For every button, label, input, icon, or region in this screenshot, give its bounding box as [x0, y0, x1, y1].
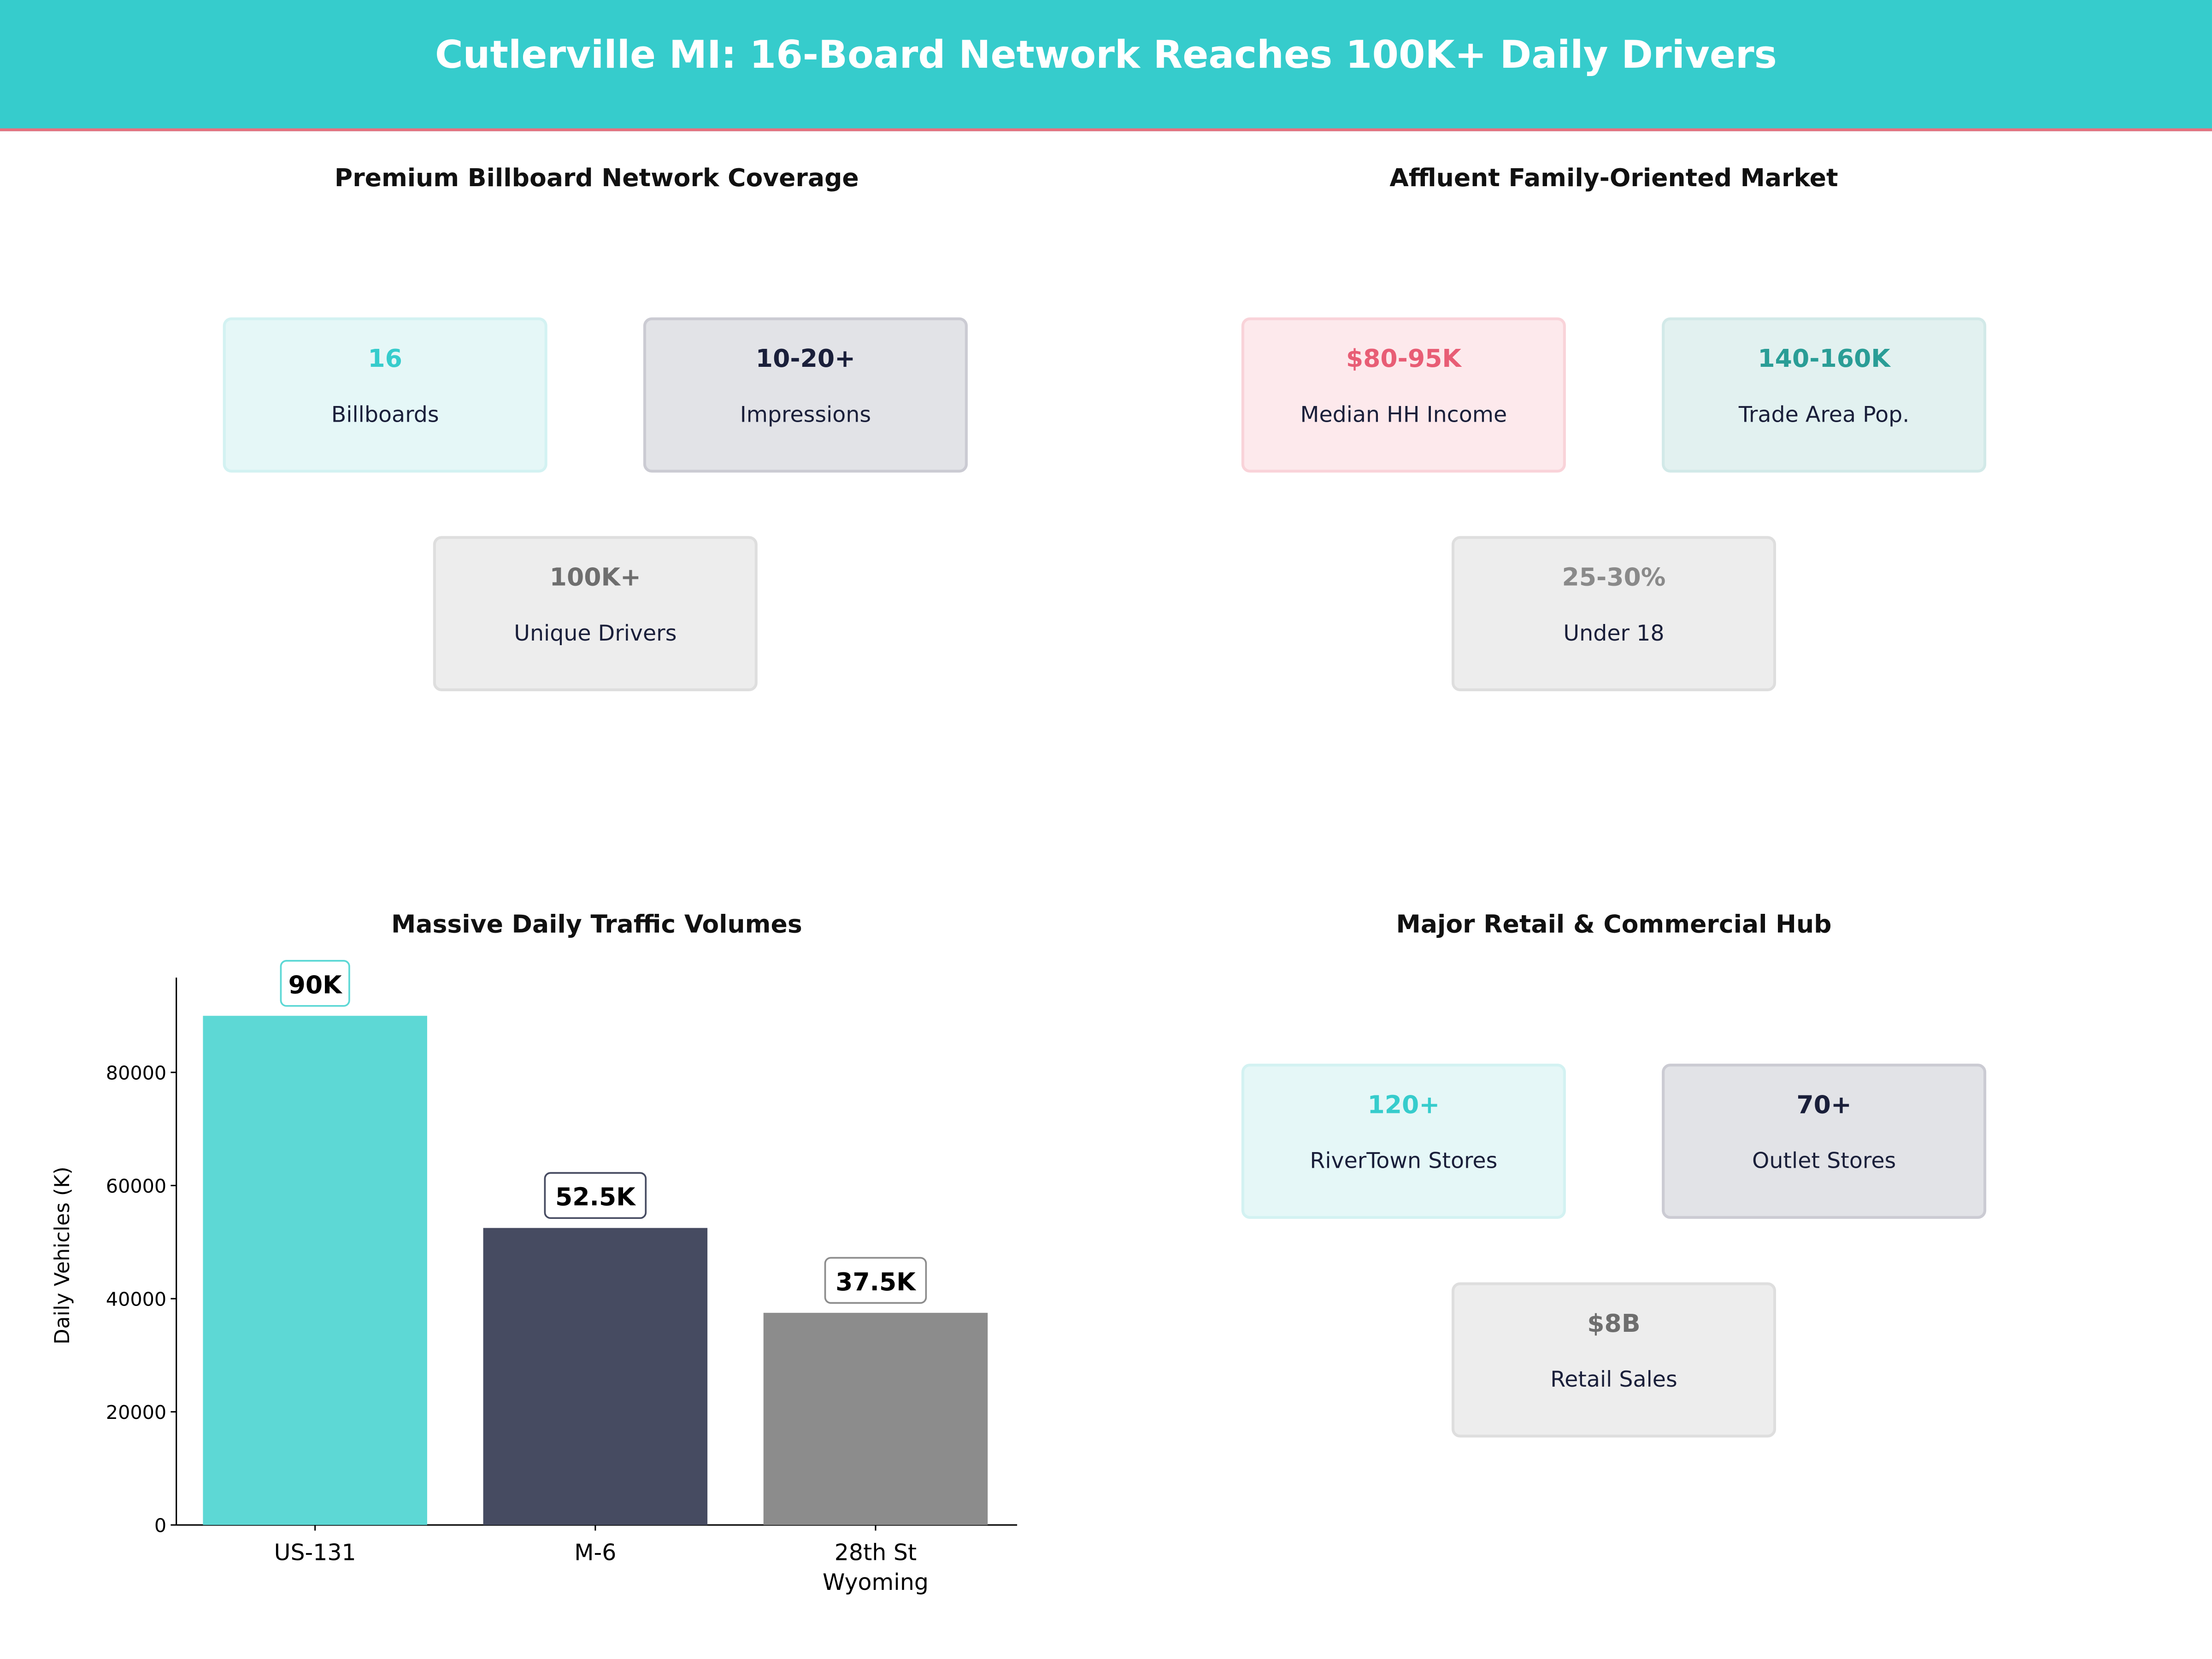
data-label: 52.5K: [555, 1182, 636, 1212]
y-tick-label: 80000: [106, 1062, 166, 1084]
bar-1: [483, 1228, 708, 1525]
header-banner: Cutlerville MI: 16-Board Network Reaches…: [0, 0, 2212, 131]
stat-value: 120+: [1367, 1092, 1440, 1120]
stat-value: 100K+: [549, 564, 641, 593]
stat-card-outlets: 70+ Outlet Stores: [1662, 1064, 1987, 1219]
traffic-bar-chart: 0 20000 40000 60000 80000 Daily Vehicles (K) 9…: [51, 960, 1018, 1595]
stat-value: 10-20+: [755, 345, 856, 374]
chart-title: Massive Daily Traffic Volumes: [391, 911, 802, 940]
x-tick-label: M-6: [574, 1540, 616, 1566]
bar-2: [763, 1312, 988, 1525]
market-panel-title: Affluent Family-Oriented Market: [1389, 165, 1838, 194]
stat-value: $80-95K: [1346, 345, 1461, 374]
stat-label: RiverTown Stores: [1310, 1148, 1498, 1174]
stat-value: 25-30%: [1562, 564, 1666, 593]
stat-card-retail-sales: $8B Retail Sales: [1451, 1282, 1777, 1438]
stat-value: $8B: [1587, 1310, 1641, 1339]
stat-label: Unique Drivers: [514, 620, 677, 647]
x-tick-label: US-131: [274, 1540, 356, 1566]
stat-label: Median HH Income: [1300, 402, 1507, 428]
stat-card-income: $80-95K Median HH Income: [1241, 317, 1566, 473]
stat-label: Trade Area Pop.: [1738, 402, 1910, 428]
stat-card-unique-drivers: 100K+ Unique Drivers: [433, 536, 758, 691]
stat-card-impressions: 10-20+ Impressions: [643, 317, 968, 473]
stat-value: 16: [368, 345, 402, 374]
data-label: 37.5K: [835, 1267, 917, 1296]
retail-panel-title: Major Retail & Commercial Hub: [1396, 911, 1832, 940]
stat-card-billboards: 16 Billboards: [223, 317, 547, 473]
stat-label: Retail Sales: [1550, 1367, 1677, 1393]
y-tick-label: 20000: [106, 1401, 166, 1424]
x-tick-label: 28th St: [835, 1540, 917, 1566]
y-tick-label: 0: [154, 1514, 166, 1536]
y-tick-label: 60000: [106, 1175, 166, 1197]
data-label-box: [280, 960, 350, 1007]
stat-label: Billboards: [331, 402, 439, 428]
data-label-box: [824, 1257, 927, 1304]
stat-card-rivertown: 120+ RiverTown Stores: [1241, 1064, 1566, 1219]
data-label-box: [544, 1172, 647, 1219]
data-label: 90K: [288, 970, 343, 999]
y-tick-label: 40000: [106, 1288, 166, 1310]
stat-label: Impressions: [740, 402, 871, 428]
bar-0: [203, 1016, 427, 1525]
stat-label: Under 18: [1563, 620, 1665, 647]
network-panel-title: Premium Billboard Network Coverage: [334, 165, 859, 194]
page-title: Cutlerville MI: 16-Board Network Reaches…: [435, 34, 1777, 78]
x-tick-label: Wyoming: [823, 1569, 929, 1595]
stat-label: Outlet Stores: [1752, 1148, 1896, 1174]
stat-value: 140-160K: [1758, 345, 1890, 374]
stat-card-under-18: 25-30% Under 18: [1451, 536, 1777, 691]
y-axis-label: Daily Vehicles (K): [51, 1166, 74, 1344]
stat-value: 70+: [1796, 1092, 1852, 1120]
stat-card-population: 140-160K Trade Area Pop.: [1662, 317, 1987, 473]
